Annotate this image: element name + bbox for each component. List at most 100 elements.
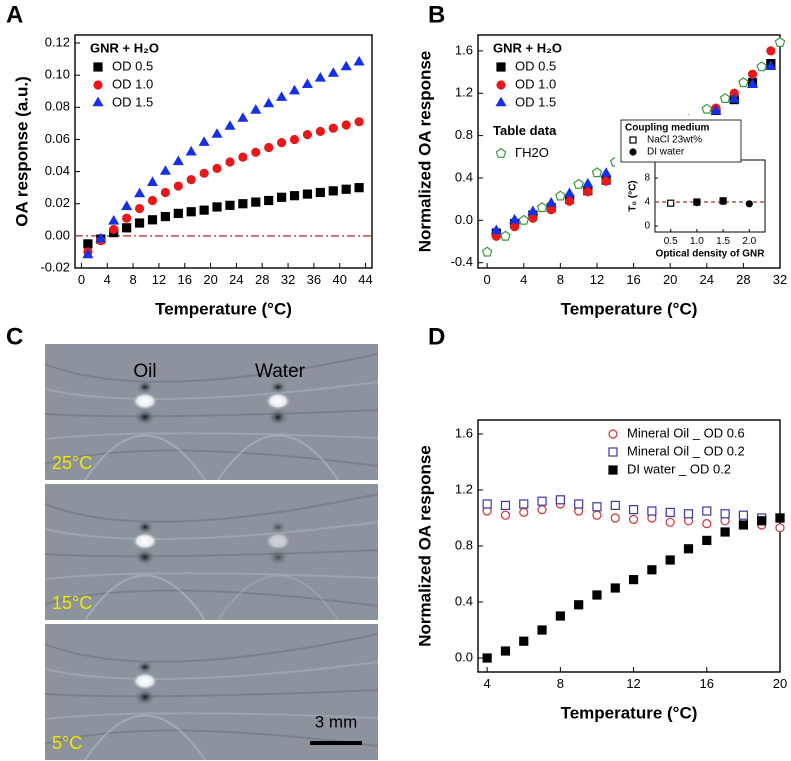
point — [555, 495, 565, 505]
point — [108, 214, 120, 225]
point — [264, 195, 274, 206]
legend-marker — [608, 429, 618, 439]
x-tick-label: 32 — [773, 272, 787, 287]
panel-letter: B — [428, 1, 445, 28]
y-axis-label: OA response (a.u.) — [12, 76, 31, 227]
y-tick-label: 0.8 — [455, 127, 473, 142]
point — [147, 195, 158, 206]
y-tick-label: 0.04 — [45, 163, 70, 178]
x-tick-label: 32 — [281, 272, 295, 287]
point — [327, 67, 339, 77]
image-panel: C 25°C 15°C 5°C Oil Water 3 mm — [6, 323, 379, 761]
image-artifact — [44, 409, 379, 418]
legend-label: NaCl 23wt% — [647, 135, 702, 146]
x-tick-label: 24 — [700, 272, 714, 287]
point — [738, 77, 749, 88]
x-tick-label: 8 — [129, 272, 136, 287]
point — [302, 130, 313, 140]
point — [574, 499, 584, 509]
point — [647, 506, 657, 516]
point — [536, 202, 548, 213]
y-axis-label: T₀ (°C) — [628, 180, 639, 211]
point — [328, 123, 338, 133]
point — [665, 517, 675, 527]
legend-label: ΓH2O — [515, 145, 549, 160]
point — [500, 230, 511, 241]
point — [276, 91, 288, 101]
image-artifact — [84, 574, 206, 621]
x-tick-label: 1.5 — [716, 236, 730, 247]
legend-marker — [92, 96, 104, 107]
point — [199, 205, 209, 215]
point — [289, 191, 300, 201]
x-tick-label: 16 — [178, 272, 192, 287]
point — [251, 197, 261, 207]
image-dark-spot — [269, 520, 287, 535]
point — [482, 653, 492, 663]
point — [738, 520, 748, 530]
point — [746, 78, 759, 89]
y-tick-label: 0.06 — [45, 131, 70, 146]
legend-marker — [495, 147, 507, 158]
legend-label: OD 1.0 — [515, 76, 556, 91]
point — [647, 565, 657, 575]
point — [354, 183, 364, 193]
point — [82, 248, 94, 259]
x-tick-label: 0 — [78, 272, 85, 287]
point — [147, 215, 158, 225]
point — [528, 213, 538, 223]
point — [510, 222, 520, 232]
point — [95, 232, 107, 243]
legend-label: OD 1.5 — [112, 94, 153, 109]
point — [719, 197, 727, 205]
point — [591, 167, 603, 178]
image-artifact — [84, 434, 206, 481]
point — [667, 199, 675, 207]
temperature-label: 5°C — [52, 733, 82, 753]
point — [745, 200, 753, 208]
x-tick-label: 4 — [104, 272, 111, 287]
image-dark-spot — [267, 548, 289, 567]
legend-label: Mineral Oil _ OD 0.6 — [627, 425, 745, 440]
image-bright-spot — [265, 532, 291, 551]
legend-marker — [93, 62, 103, 72]
point — [341, 184, 351, 194]
point — [537, 625, 547, 635]
point — [702, 518, 712, 529]
column-label: Oil — [133, 361, 156, 382]
point — [185, 145, 197, 156]
legend-marker — [93, 80, 103, 90]
y-tick-label: 0.4 — [455, 593, 473, 608]
point — [122, 223, 132, 233]
point — [353, 55, 365, 66]
point — [720, 527, 730, 537]
point — [238, 152, 248, 162]
image-dark-spot — [134, 548, 156, 567]
chart: 0.5 1.0 1.5 2.0 0 4 8 Optical density of GNR T₀ … — [615, 115, 773, 260]
point — [289, 134, 300, 145]
y-tick-label: 0 — [644, 221, 650, 232]
point — [563, 187, 576, 198]
point — [277, 138, 287, 148]
legend-label: OD 1.0 — [112, 76, 153, 91]
point — [315, 126, 325, 137]
y-tick-label: 0.02 — [45, 195, 70, 210]
point — [610, 583, 620, 593]
image-bright-spot — [132, 392, 158, 411]
y-tick-label: 4 — [644, 197, 650, 208]
point — [628, 505, 639, 515]
image-bright-spot — [265, 392, 291, 411]
x-tick-label: 16 — [700, 676, 714, 691]
point — [720, 509, 730, 519]
point — [160, 187, 170, 198]
x-tick-label: 12 — [626, 676, 640, 691]
image-artifact — [84, 714, 206, 761]
legend-marker — [496, 62, 506, 72]
point — [121, 200, 133, 211]
image-artifact — [44, 549, 379, 558]
image-bright-spot — [132, 672, 158, 691]
point — [122, 213, 132, 223]
point — [592, 510, 602, 520]
x-tick-label: 2.0 — [742, 236, 756, 247]
